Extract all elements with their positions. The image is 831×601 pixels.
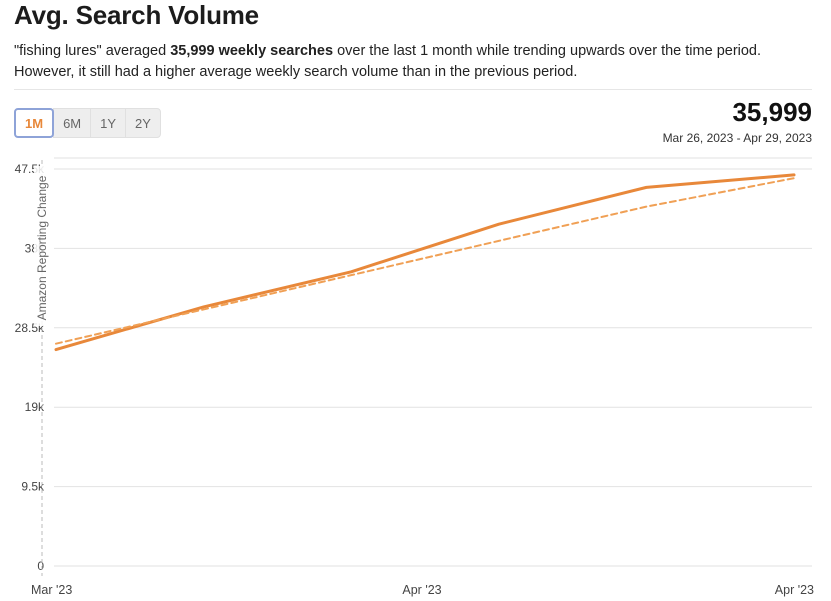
x-axis-ticks: Mar '23 Apr '23 Apr '23: [31, 583, 814, 597]
annotation-label: Amazon Reporting Change: [35, 175, 49, 320]
tab-1y[interactable]: 1Y: [90, 108, 127, 138]
y-tick-label: 9.5k: [21, 480, 45, 494]
date-range-label: Mar 26, 2023 - Apr 29, 2023: [662, 131, 812, 145]
x-tick-label: Apr '23: [775, 583, 814, 597]
search-volume-line: [54, 173, 796, 352]
summary-description: "fishing lures" averaged 35,999 weekly s…: [14, 41, 814, 83]
annotation-label-bg: [34, 166, 50, 326]
series-lines: [54, 173, 796, 352]
tab-1m[interactable]: 1M: [14, 108, 55, 138]
page-title: Avg. Search Volume: [14, 0, 259, 30]
header-divider: [14, 89, 812, 90]
description-text-end: over the last 1 month while trending upw…: [14, 43, 762, 80]
x-tick-label: Mar '23: [31, 583, 72, 597]
x-tick-label: Apr '23: [402, 583, 441, 597]
tab-2y[interactable]: 2Y: [125, 108, 161, 138]
range-tabs: 1M 6M 1Y 2Y: [14, 108, 161, 138]
trend-line: [55, 177, 795, 345]
average-value: 35,999: [732, 97, 812, 127]
grid-lines: [54, 157, 812, 567]
description-text-start: "fishing lures" averaged: [14, 43, 171, 59]
description-highlight: 35,999 weekly searches: [170, 43, 334, 59]
y-tick-label: 0: [37, 559, 44, 573]
y-tick-label: 19k: [25, 400, 45, 414]
reporting-change-annotation: Amazon Reporting Change: [34, 160, 50, 576]
